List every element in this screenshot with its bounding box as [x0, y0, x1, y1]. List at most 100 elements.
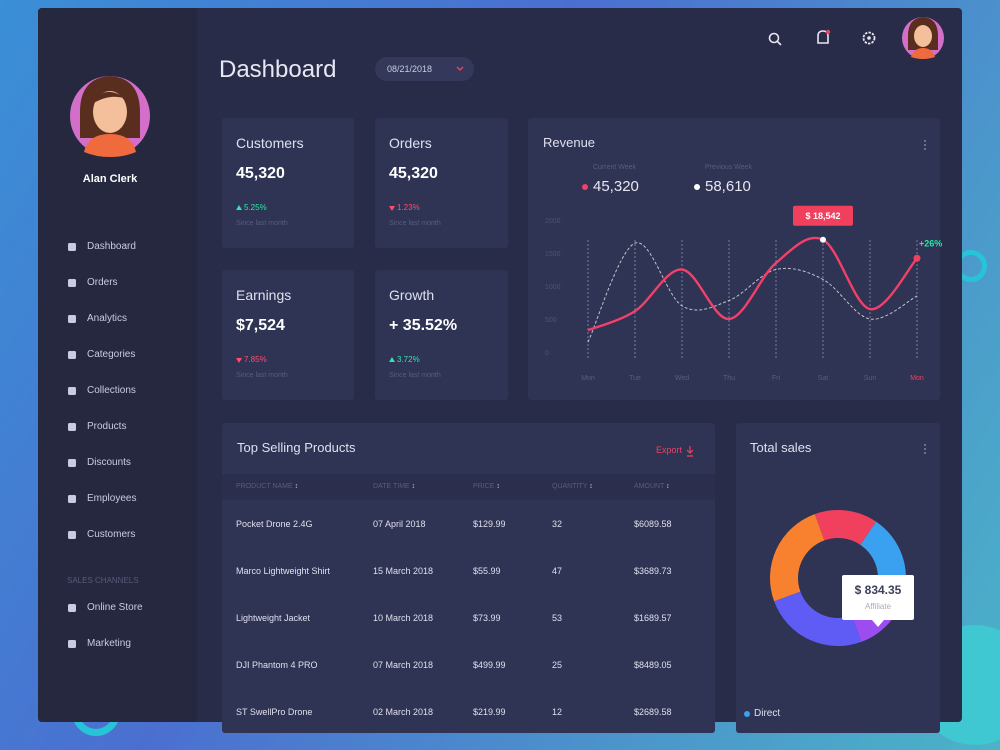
menu-item[interactable]: Analytics [87, 313, 128, 324]
column-header[interactable]: DATE TIME ↕ [373, 483, 416, 490]
sort-icon[interactable]: ↕ [294, 483, 299, 490]
menu-icon [68, 640, 76, 648]
menu-item[interactable]: Collections [87, 385, 136, 396]
menu-item[interactable]: Customers [87, 529, 136, 540]
trend-arrow [389, 206, 395, 211]
stat-value: 45,320 [389, 165, 438, 182]
table-cell: $499.99 [473, 660, 506, 670]
legend-label: Direct [754, 708, 781, 719]
table-cell: 12 [552, 707, 563, 717]
search-icon[interactable] [768, 32, 782, 46]
more-dot [924, 452, 926, 454]
table-cell: 25 [552, 660, 563, 670]
menu-icon [68, 387, 76, 395]
export-icon [686, 446, 694, 457]
y-tick-label: 500 [545, 317, 557, 324]
column-header[interactable]: PRODUCT NAME ↕ [236, 483, 299, 490]
sort-icon[interactable]: ↕ [666, 483, 670, 490]
menu-icon [68, 604, 76, 612]
table-cell: $219.99 [473, 707, 506, 717]
column-header[interactable]: AMOUNT ↕ [634, 483, 670, 490]
column-header[interactable]: QUANTITY ↕ [552, 483, 593, 490]
menu-item[interactable]: Products [87, 421, 127, 432]
stat-card [222, 118, 354, 248]
donut-segment [769, 514, 825, 602]
trend-arrow [389, 357, 395, 362]
menu-icon [68, 243, 76, 251]
y-tick-label: 2000 [545, 218, 561, 225]
table-cell: 07 March 2018 [373, 660, 434, 670]
stat-change: 1.23% [397, 203, 420, 212]
sort-icon[interactable]: ↕ [411, 483, 416, 490]
export-button[interactable]: Export [656, 445, 683, 455]
table-cell: $129.99 [473, 519, 506, 529]
more-dot [924, 140, 926, 142]
table-cell: Marco Lightweight Shirt [236, 566, 331, 576]
menu-icon [68, 315, 76, 323]
table-cell: Pocket Drone 2.4G [236, 519, 313, 529]
page-title: Dashboard [219, 56, 337, 83]
end-dot [913, 254, 921, 262]
date-value[interactable]: 08/21/2018 [387, 64, 433, 74]
stat-label: Earnings [236, 287, 292, 303]
channel-item[interactable]: Online Store [87, 602, 143, 613]
avatar-small[interactable] [902, 17, 944, 59]
menu-icon [68, 279, 76, 287]
table-cell: $3689.73 [634, 566, 672, 576]
column-header[interactable]: PRICE ↕ [473, 483, 500, 490]
stat-value: + 35.52% [389, 317, 458, 334]
table-cell: $2689.58 [634, 707, 672, 717]
menu-item[interactable]: Categories [87, 349, 136, 360]
tooltip-text: $ 18,542 [805, 211, 840, 221]
x-tick-label: Sat [818, 375, 829, 382]
sort-icon[interactable]: ↕ [496, 483, 500, 490]
chevron [456, 66, 464, 71]
menu-icon [68, 531, 76, 539]
menu-item[interactable]: Dashboard [87, 241, 136, 252]
legend-dot [744, 711, 750, 717]
x-tick-label: Mon [581, 375, 595, 382]
table-cell: ST SwellPro Drone [236, 707, 313, 717]
legend-label: Previous Week [705, 164, 752, 171]
stat-value: $7,524 [236, 317, 285, 334]
menu-item[interactable]: Orders [87, 277, 118, 288]
table-header-row [222, 474, 715, 500]
y-tick-label: 0 [545, 350, 549, 357]
line-series [587, 242, 918, 343]
legend-label: Current Week [593, 164, 637, 171]
channel-item[interactable]: Marketing [87, 638, 131, 649]
stat-note: Since last month [236, 372, 288, 379]
settings-icon[interactable] [862, 31, 876, 45]
y-tick-label: 1500 [545, 251, 561, 258]
x-tick-label: Mon [910, 375, 924, 382]
table-cell: $8489.05 [634, 660, 672, 670]
avatar [70, 76, 150, 157]
stat-change: 5.25% [244, 203, 267, 212]
more-dot [924, 444, 926, 446]
x-tick-label: Sun [864, 375, 877, 382]
legend-value: 58,610 [705, 178, 751, 195]
revenue-title: Revenue [543, 135, 596, 150]
growth-badge: +26% [919, 238, 942, 248]
menu-icon [68, 351, 76, 359]
y-tick-label: 1000 [545, 284, 561, 291]
legend-dot [582, 184, 588, 190]
date-picker[interactable] [375, 57, 474, 81]
total-sales-title: Total sales [750, 440, 812, 455]
menu-icon [68, 423, 76, 431]
table-cell: $6089.58 [634, 519, 672, 529]
stat-note: Since last month [236, 220, 288, 227]
table-cell: $55.99 [473, 566, 501, 576]
tooltip-value: $ 834.35 [855, 583, 902, 597]
bell-icon[interactable] [817, 29, 831, 44]
menu-item[interactable]: Discounts [87, 457, 131, 468]
menu-item[interactable]: Employees [87, 493, 137, 504]
line-series [587, 236, 918, 332]
sort-icon[interactable]: ↕ [589, 483, 593, 490]
table-cell: 15 March 2018 [373, 566, 434, 576]
trend-arrow [236, 358, 242, 363]
tooltip-label: Affiliate [865, 602, 892, 611]
stat-label: Customers [236, 135, 304, 151]
